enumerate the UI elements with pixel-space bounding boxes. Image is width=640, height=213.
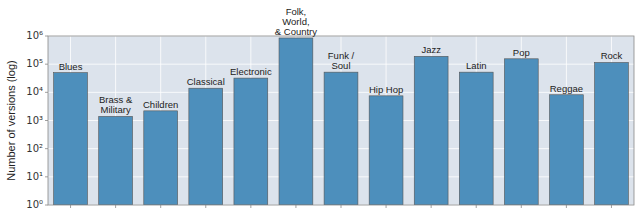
category-label: Reggae — [550, 83, 583, 94]
x-tick — [70, 205, 71, 208]
x-tick — [341, 205, 342, 208]
category-label: Pop — [513, 47, 530, 58]
bar — [279, 38, 313, 205]
y-tick — [45, 120, 48, 121]
category-label: Brass &Military — [99, 94, 133, 115]
y-tick-label: 10³ — [26, 115, 43, 126]
bar — [595, 62, 629, 205]
y-tick-label: 10¹ — [26, 171, 43, 182]
bar — [459, 72, 493, 205]
x-tick — [250, 205, 251, 208]
category-label: Children — [143, 99, 178, 110]
category-label: Hip Hop — [369, 84, 403, 95]
bar — [54, 73, 88, 205]
y-axis: 10⁰ 10¹ 10² 10³ 10⁴ 10⁵ 10⁶ — [26, 30, 48, 210]
x-tick — [431, 205, 432, 208]
category-label: Electronic — [230, 66, 272, 77]
y-tick — [45, 92, 48, 93]
plot-frame — [48, 36, 634, 205]
x-tick — [386, 205, 387, 208]
bar — [189, 88, 223, 205]
x-tick — [566, 205, 567, 208]
bar — [324, 72, 358, 205]
y-tick — [45, 36, 48, 37]
plot-background — [48, 36, 634, 205]
y-tick-label: 10⁵ — [26, 58, 43, 69]
bar — [234, 78, 268, 205]
y-tick — [45, 64, 48, 65]
y-tick-label: 10² — [26, 143, 43, 154]
category-label: Blues — [59, 61, 83, 72]
bar — [144, 111, 178, 205]
bar — [504, 59, 538, 205]
y-tick — [45, 205, 48, 206]
chart-container: 10⁰ 10¹ 10² 10³ 10⁴ 10⁵ 10⁶ Number of versions … — [0, 0, 640, 213]
category-label: Jazz — [421, 44, 441, 55]
y-tick — [45, 176, 48, 177]
y-tick-label: 10⁰ — [26, 199, 43, 210]
bar — [99, 116, 133, 205]
category-label: Rock — [601, 50, 623, 61]
x-tick — [476, 205, 477, 208]
bar — [414, 56, 448, 205]
category-label: Funk /Soul — [328, 50, 355, 71]
x-tick — [205, 205, 206, 208]
y-tick-label: 10⁶ — [26, 30, 43, 41]
x-tick — [160, 205, 161, 208]
category-label: Latin — [466, 60, 487, 71]
bar — [369, 96, 403, 205]
x-tick — [115, 205, 116, 208]
y-tick — [45, 148, 48, 149]
category-labels: Blues Brass &Military Children Classical Ele… — [59, 6, 623, 115]
x-tick — [521, 205, 522, 208]
bars — [54, 38, 629, 205]
grid — [48, 36, 634, 205]
x-tick — [295, 205, 296, 208]
y-axis-label: Number of versions (log) — [5, 60, 17, 180]
x-tick — [611, 205, 612, 208]
chart-svg: 10⁰ 10¹ 10² 10³ 10⁴ 10⁵ 10⁶ Number of versions … — [0, 0, 640, 213]
category-label: Folk,World,& Country — [275, 6, 317, 37]
category-label: Classical — [187, 76, 225, 87]
y-tick-label: 10⁴ — [26, 86, 43, 97]
bar — [549, 95, 583, 205]
